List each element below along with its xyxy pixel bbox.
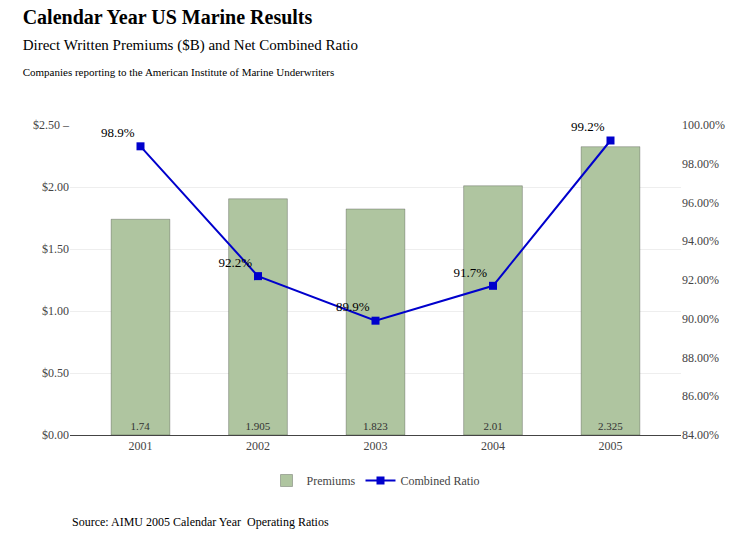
svg-text:100.00%: 100.00% (682, 118, 725, 132)
svg-text:2.01: 2.01 (483, 420, 502, 432)
svg-text:1.74: 1.74 (131, 420, 151, 432)
svg-text:2.325: 2.325 (598, 420, 623, 432)
svg-text:92.00%: 92.00% (682, 273, 719, 287)
svg-text:98.00%: 98.00% (682, 157, 719, 171)
svg-text:94.00%: 94.00% (682, 234, 719, 248)
svg-text:Calendar Year US Marine Result: Calendar Year US Marine ResultsDirect Wr… (23, 6, 358, 78)
svg-text:84.00%: 84.00% (682, 428, 719, 442)
svg-text:Source: AIMU 2005 Calendar Yea: Source: AIMU 2005 Calendar Year Operatin… (72, 515, 329, 529)
svg-text:$0.50: $0.50 (42, 366, 69, 380)
svg-text:91.7%: 91.7% (453, 265, 487, 280)
svg-text:2002: 2002 (246, 439, 270, 453)
svg-text:1.823: 1.823 (363, 420, 388, 432)
svg-text:$0.00: $0.00 (42, 428, 69, 442)
svg-text:88.00%: 88.00% (682, 351, 719, 365)
svg-text:90.00%: 90.00% (682, 312, 719, 326)
svg-text:2004: 2004 (481, 439, 505, 453)
svg-text:92.2%: 92.2% (218, 255, 252, 270)
svg-text:2005: 2005 (599, 439, 623, 453)
svg-text:98.9%: 98.9% (101, 125, 135, 140)
svg-text:99.2%: 99.2% (571, 119, 605, 134)
svg-text:96.00%: 96.00% (682, 196, 719, 210)
svg-text:Premiums: Premiums (307, 474, 356, 488)
svg-text:$1.50: $1.50 (42, 242, 69, 256)
svg-text:2003: 2003 (364, 439, 388, 453)
svg-text:1.905: 1.905 (245, 420, 270, 432)
svg-text:89.9%: 89.9% (336, 299, 370, 314)
svg-text:$1.00: $1.00 (42, 304, 69, 318)
svg-text:$2.50 –: $2.50 – (33, 118, 70, 132)
svg-text:86.00%: 86.00% (682, 389, 719, 403)
svg-text:$2.00: $2.00 (42, 180, 69, 194)
svg-text:Combined Ratio: Combined Ratio (400, 474, 479, 488)
svg-text:2001: 2001 (129, 439, 153, 453)
